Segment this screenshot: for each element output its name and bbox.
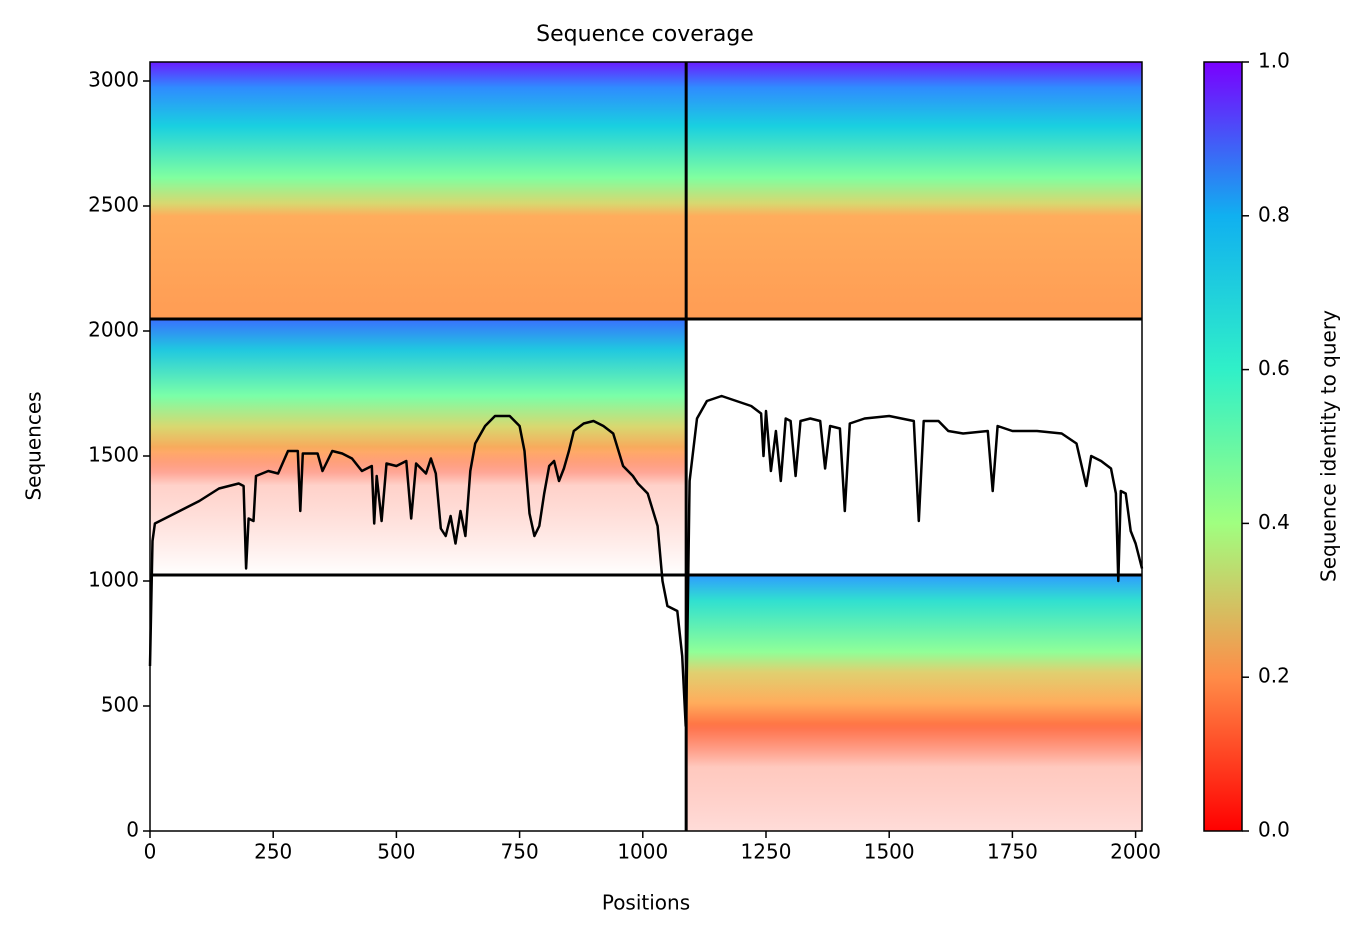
y-axis-label: Sequences xyxy=(22,391,46,500)
colorbar-tick-label: 0.8 xyxy=(1258,202,1290,226)
y-tick-label: 1500 xyxy=(88,443,139,467)
y-tick-label: 0 xyxy=(126,818,139,842)
x-tick-label: 500 xyxy=(377,840,415,864)
colorbar-tick-label: 0.4 xyxy=(1258,510,1290,534)
colorbar-tick-label: 0.2 xyxy=(1258,664,1290,688)
colorbar-tick-label: 0.0 xyxy=(1258,818,1290,842)
x-axis-label: Positions xyxy=(602,891,690,915)
x-tick-label: 2000 xyxy=(1110,840,1161,864)
colorbar xyxy=(1203,61,1243,832)
y-tick-label: 3000 xyxy=(88,68,139,92)
x-tick-label: 750 xyxy=(501,840,539,864)
colorbar-tick-label: 0.6 xyxy=(1258,356,1290,380)
y-tick-label: 2500 xyxy=(88,193,139,217)
y-tick-label: 500 xyxy=(101,693,139,717)
colorbar-label: Sequence identity to query xyxy=(1317,310,1341,582)
y-tick-label: 1000 xyxy=(88,568,139,592)
y-tick-label: 2000 xyxy=(88,318,139,342)
x-tick-label: 1000 xyxy=(617,840,668,864)
x-tick-label: 1500 xyxy=(864,840,915,864)
x-tick-label: 1750 xyxy=(987,840,1038,864)
colorbar-tick-label: 1.0 xyxy=(1258,49,1290,73)
plot-frame xyxy=(149,61,1143,832)
chart-title: Sequence coverage xyxy=(536,22,754,47)
coverage-heatmap xyxy=(150,62,1142,831)
x-tick-label: 250 xyxy=(254,840,292,864)
coverage-line xyxy=(148,394,1144,728)
x-tick-label: 1250 xyxy=(741,840,792,864)
x-tick-label: 0 xyxy=(144,840,157,864)
